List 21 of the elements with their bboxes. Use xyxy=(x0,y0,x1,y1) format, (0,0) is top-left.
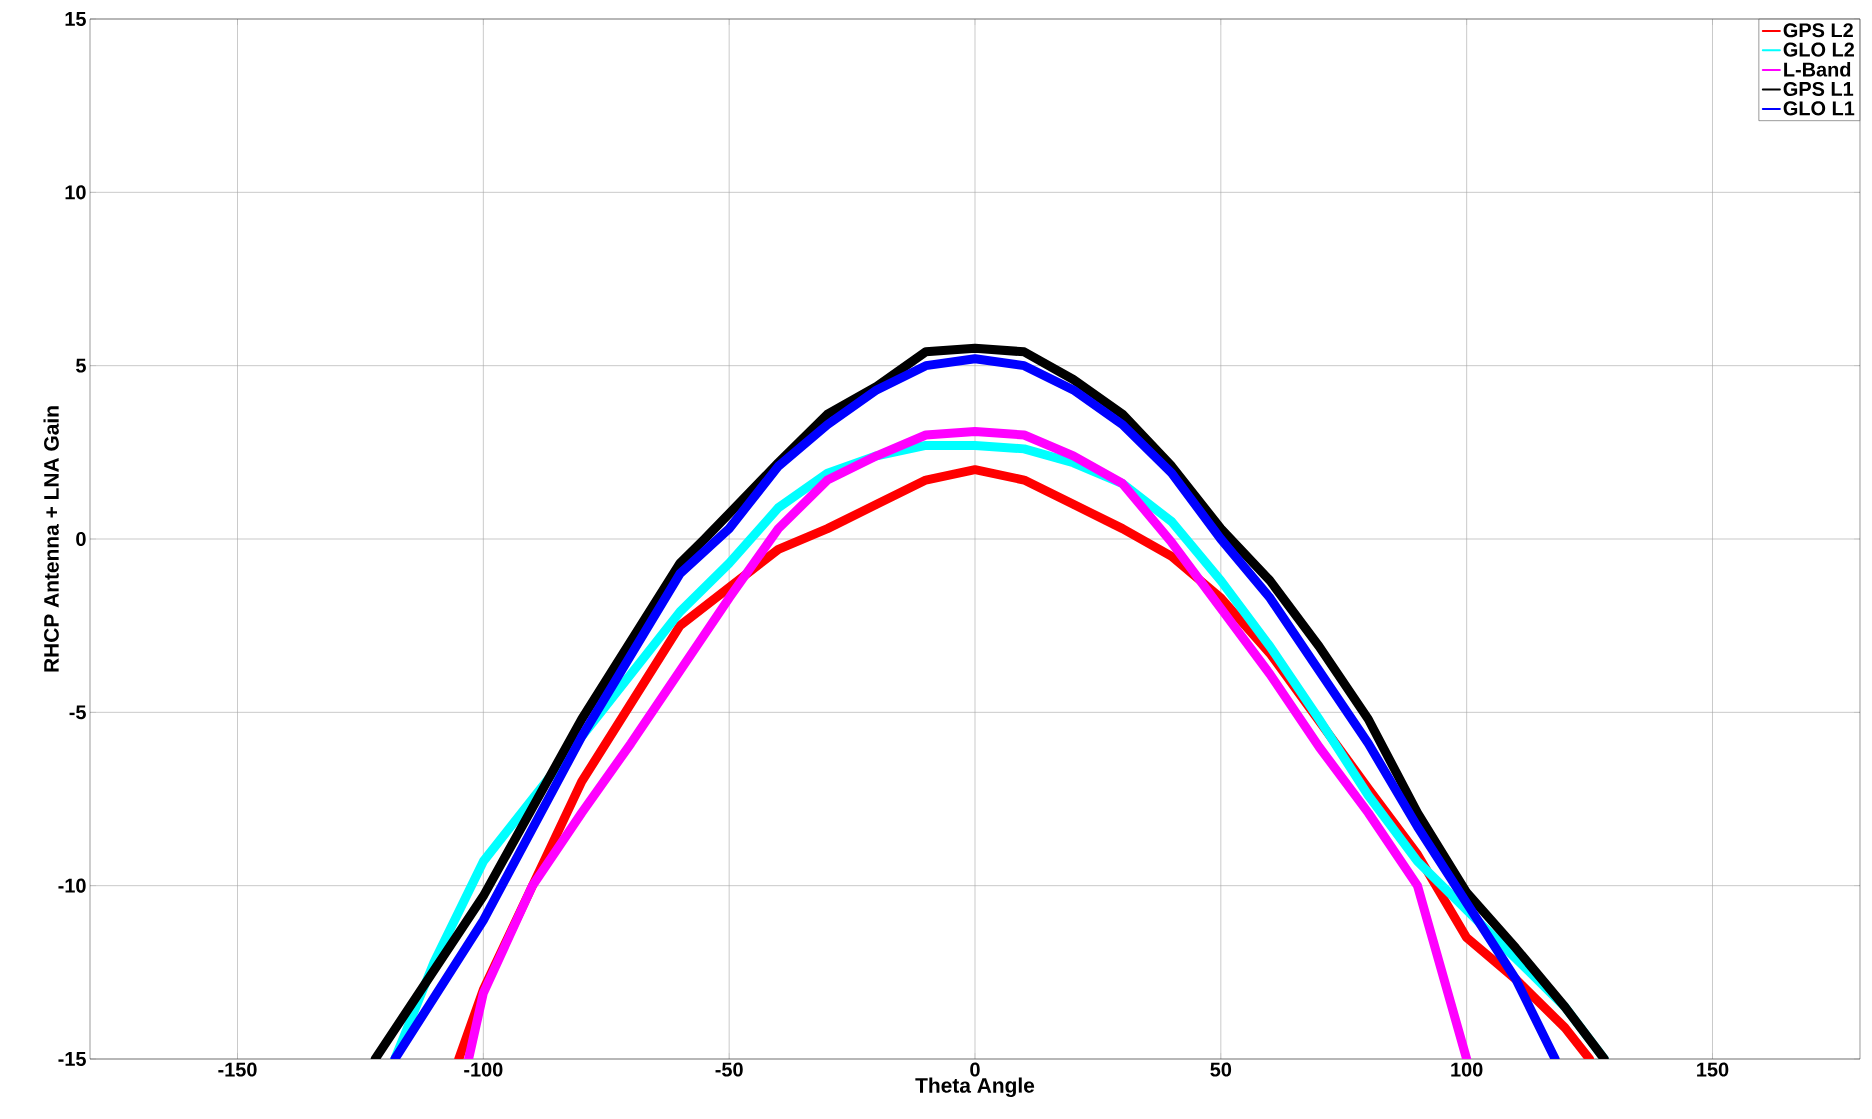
x-tick-label: 0 xyxy=(970,1062,980,1077)
x-tick-label: -150 xyxy=(218,1062,257,1077)
y-tick-label: 10 xyxy=(65,185,86,200)
legend-label: GPS L1 xyxy=(1783,81,1854,96)
y-tick-label: 5 xyxy=(76,358,86,373)
legend-label: GLO L1 xyxy=(1783,101,1855,116)
y-tick-label: 0 xyxy=(76,531,86,547)
x-tick-label: -50 xyxy=(715,1062,743,1077)
x-tick-label: 50 xyxy=(1210,1062,1232,1077)
legend-label: L-Band xyxy=(1784,61,1851,77)
legend-label: GLO L2 xyxy=(1783,42,1854,57)
y-tick-label: 15 xyxy=(65,12,86,26)
y-axis-title: RHCP Antenna + LNA Gain xyxy=(43,406,59,672)
x-tick-label: 150 xyxy=(1697,1062,1729,1077)
y-tick-label: -10 xyxy=(58,878,86,893)
x-axis-title: Theta Angle xyxy=(915,1077,1035,1098)
y-tick-label: -15 xyxy=(58,1052,86,1066)
x-tick-label: 100 xyxy=(1451,1062,1483,1077)
x-tick-label: -100 xyxy=(464,1062,503,1077)
legend-label: GPS L2 xyxy=(1783,23,1853,38)
y-tick-label: -5 xyxy=(69,705,86,720)
